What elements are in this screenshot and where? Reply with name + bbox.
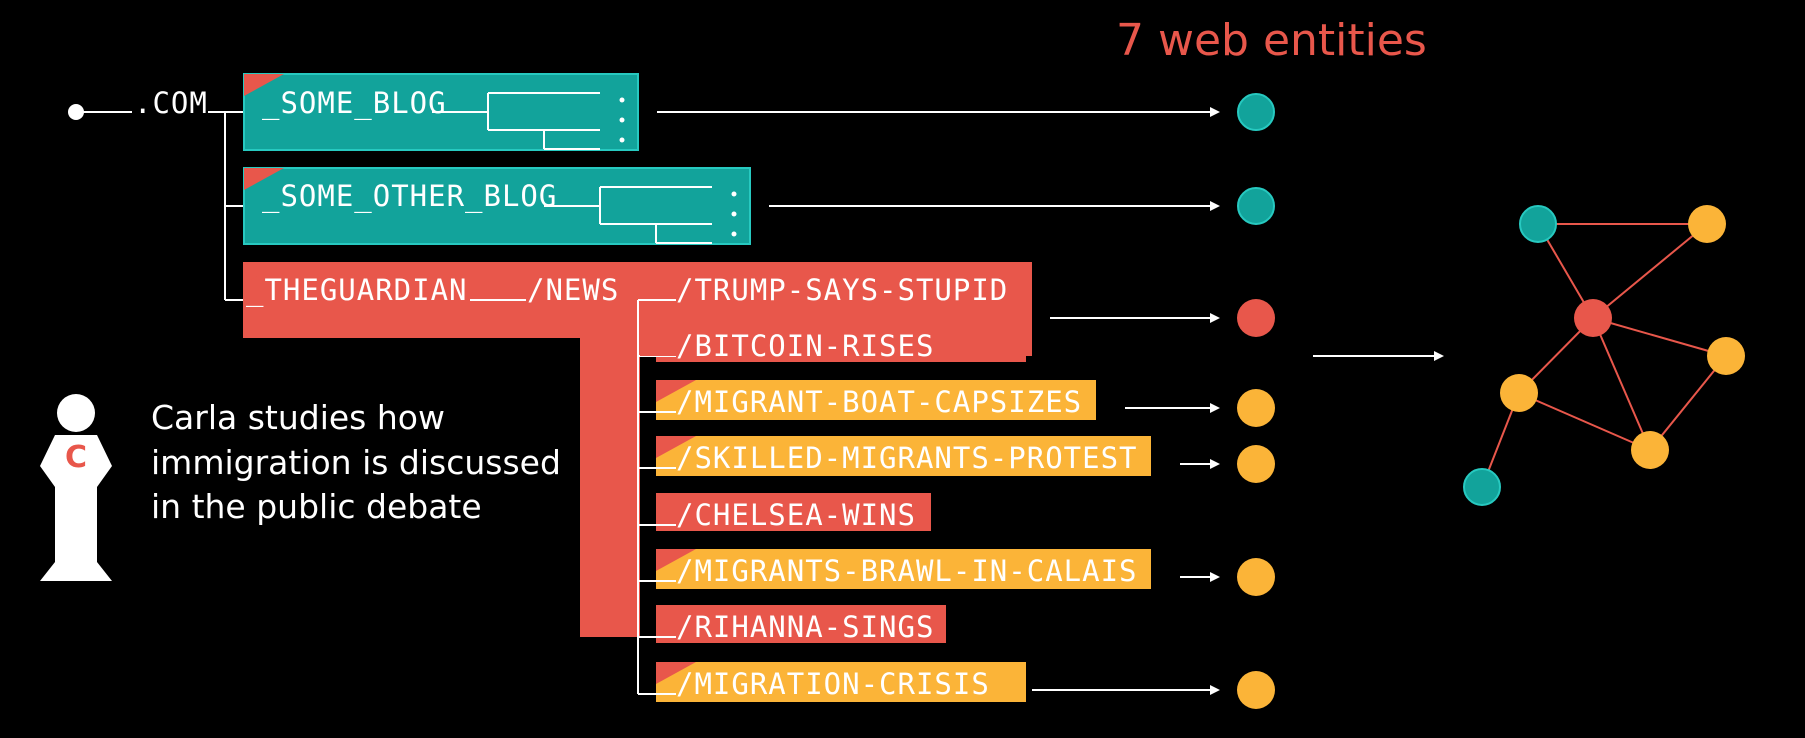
arrow-head <box>1210 313 1220 323</box>
person-head-icon <box>57 394 95 432</box>
article-label: /TRUMP-SAYS-STUPID <box>676 273 1008 307</box>
entity-dot <box>1237 93 1275 131</box>
entity-dot <box>1237 671 1275 709</box>
article-bar-yellow <box>656 549 1151 589</box>
entity-dot <box>1237 445 1275 483</box>
flag-icon <box>656 549 696 571</box>
network-edges <box>1481 223 1727 488</box>
guardian-bitcoin-fill <box>640 330 1032 356</box>
arrow-head <box>1210 459 1220 469</box>
person-initial: C <box>65 440 87 475</box>
entity-dot <box>1237 299 1275 337</box>
subtree-icon <box>432 92 600 150</box>
entity-network <box>1463 205 1745 506</box>
network-node-yellow <box>1688 205 1726 243</box>
subtree-icon <box>544 186 712 244</box>
network-node-red <box>1574 299 1612 337</box>
article-label: /MIGRATION-CRISIS <box>676 667 990 701</box>
caption-line-2: immigration is discussed <box>151 443 561 482</box>
arrow-head <box>1210 685 1220 695</box>
entity-dot <box>1237 389 1275 427</box>
entity-dot <box>1237 187 1275 225</box>
article-label: /RIHANNA-SINGS <box>676 610 934 644</box>
diagram-title: 7 web entities <box>1116 15 1427 66</box>
flag-icon <box>243 262 283 284</box>
flag-icon <box>656 380 696 402</box>
entity-dot <box>1237 558 1275 596</box>
guardian-articles: /TRUMP-SAYS-STUPID/MIGRANT-BOAT-CAPSIZES… <box>638 273 1151 702</box>
arrow-head <box>1210 201 1220 211</box>
network-node-yellow <box>1707 337 1745 375</box>
caption-line-3: in the public debate <box>151 487 482 526</box>
article-label: /CHELSEA-WINS <box>676 498 916 532</box>
caption-line-1: Carla studies how <box>151 398 445 437</box>
flag-icon <box>656 436 696 458</box>
article-label: /MIGRANTS-BRAWL-IN-CALAIS <box>676 554 1138 588</box>
ellipsis-icon <box>619 97 625 143</box>
article-bar-yellow <box>656 436 1151 476</box>
person-body-icon <box>40 435 112 581</box>
flag-icon <box>656 662 696 684</box>
article-label: /BITCOIN-RISES <box>676 329 934 363</box>
person-figure: C <box>40 394 112 581</box>
guardian-domain-label: _THEGUARDIAN <box>246 273 468 308</box>
network-arrow-head <box>1434 351 1444 361</box>
blog-some-blog: _SOME_BLOG <box>243 73 639 151</box>
guardian-column <box>580 330 640 637</box>
blog-box <box>243 167 751 245</box>
blog-label: _SOME_OTHER_BLOG <box>262 179 557 214</box>
article-label: /MIGRANT-BOAT-CAPSIZES <box>676 385 1082 419</box>
flag-icon <box>244 74 284 96</box>
entity-arrows <box>657 107 1220 695</box>
blog-label: _SOME_BLOG <box>262 86 447 121</box>
network-node-yellow <box>1631 431 1669 469</box>
ellipsis-icon <box>731 191 737 237</box>
blog-some-other-blog: _SOME_OTHER_BLOG <box>243 167 751 245</box>
network-node-teal <box>1463 468 1501 506</box>
article-bar-yellow <box>656 662 1026 702</box>
arrow-head <box>1210 403 1220 413</box>
article-bar-red <box>656 605 946 643</box>
arrow-head <box>1210 572 1220 582</box>
entity-dots <box>1237 93 1275 709</box>
guardian-news-label: /NEWS <box>527 273 619 307</box>
article-bar-yellow <box>656 380 1096 420</box>
network-node-teal <box>1519 205 1557 243</box>
article-bar-red <box>656 493 931 531</box>
arrow-head <box>1210 107 1220 117</box>
network-node-yellow <box>1500 374 1538 412</box>
article-label: /SKILLED-MIGRANTS-PROTEST <box>676 441 1138 475</box>
flag-icon <box>244 168 284 190</box>
root-domain-label: .COM <box>134 86 208 120</box>
